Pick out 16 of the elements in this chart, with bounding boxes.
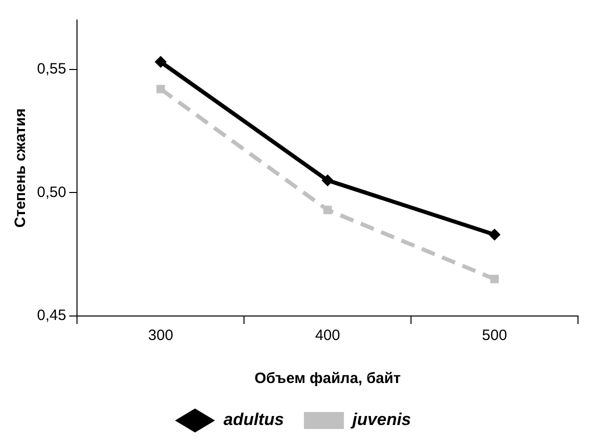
- point: [156, 84, 165, 94]
- x-tick-label: 500: [482, 327, 508, 344]
- y-tick-label: 0,45: [36, 307, 66, 324]
- point: [154, 56, 167, 68]
- y-tick-label: 0,50: [36, 184, 66, 201]
- point: [490, 274, 499, 284]
- y-tick-label: 0,55: [36, 60, 66, 78]
- x-axis-title: Объем файла, байт: [254, 370, 401, 388]
- x-tick-label: 300: [148, 327, 174, 344]
- point: [488, 228, 501, 241]
- legend-label: adultus: [223, 410, 284, 430]
- point: [323, 206, 332, 214]
- point: [322, 174, 334, 186]
- x-tick-label: 400: [315, 327, 340, 344]
- legend-label: juvenis: [350, 410, 412, 430]
- y-axis-title: Степень сжатия: [12, 108, 30, 228]
